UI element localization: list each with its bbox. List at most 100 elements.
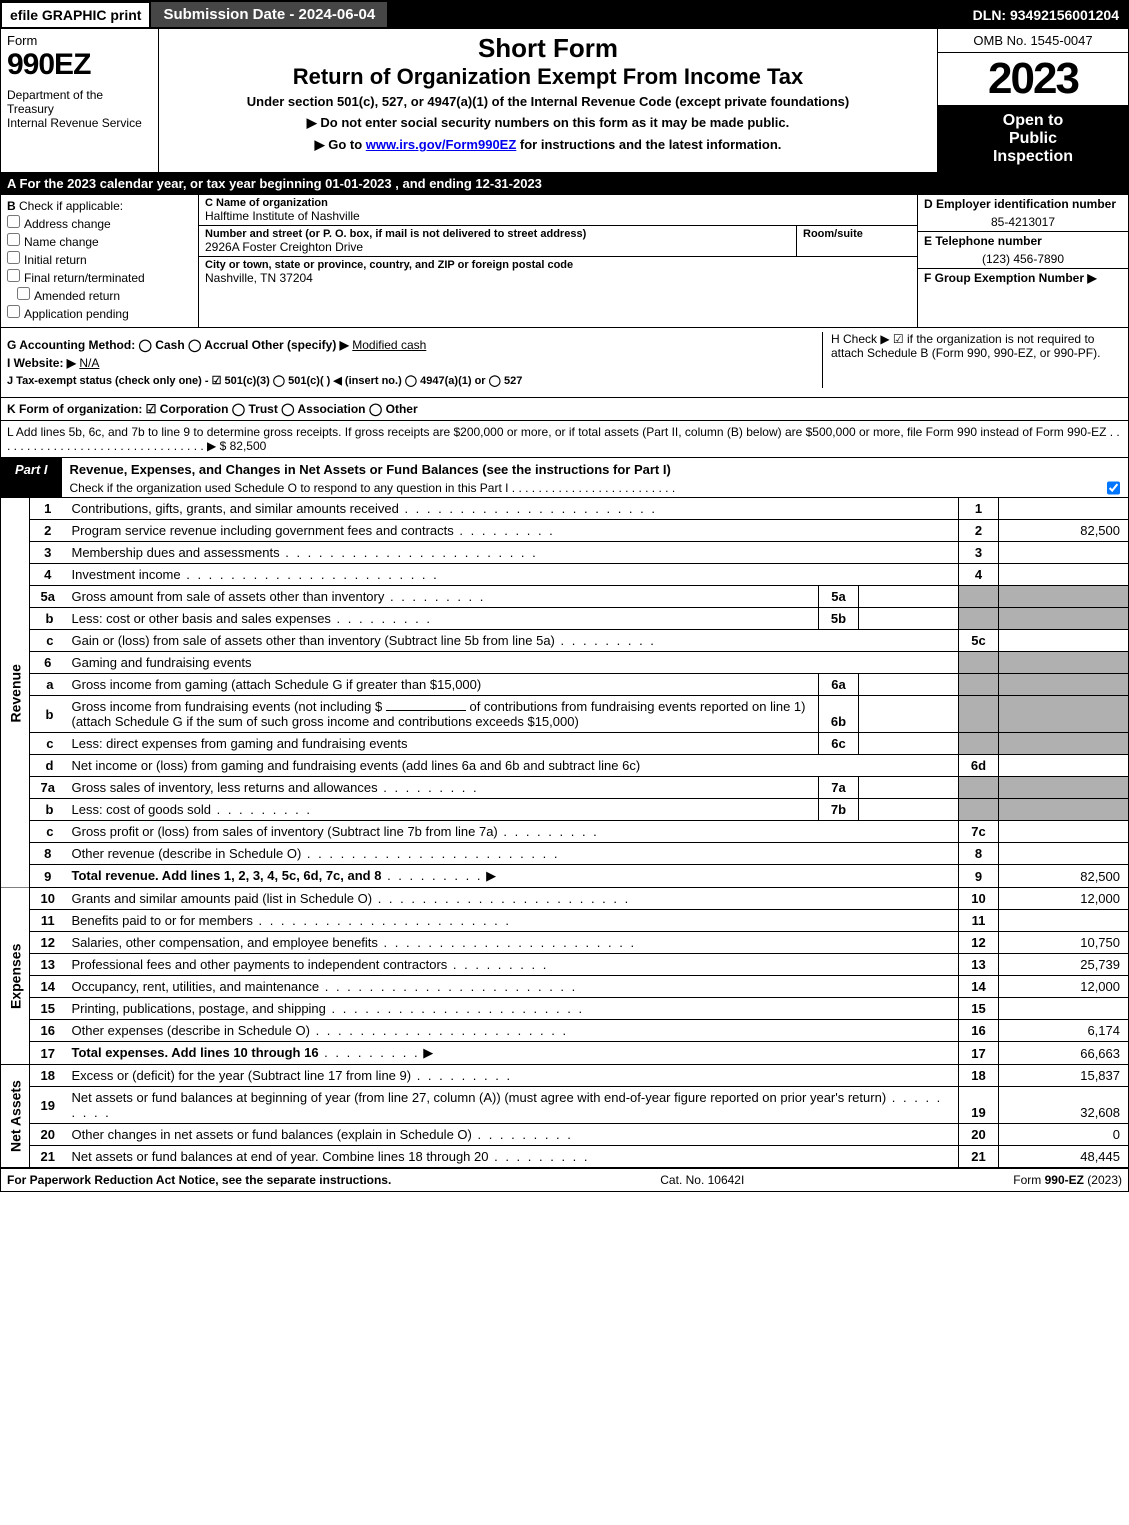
open-line3: Inspection — [942, 148, 1124, 166]
amt-4 — [999, 564, 1129, 586]
footer-center: Cat. No. 10642I — [391, 1173, 1013, 1187]
c-city-row: City or town, state or province, country… — [199, 257, 917, 287]
num-5a: 5a — [30, 586, 66, 608]
mini-lbl-7a: 7a — [819, 777, 859, 799]
chk-amended-return[interactable]: Amended return — [17, 287, 192, 303]
form-word: Form — [7, 33, 152, 48]
chk-final-return[interactable]: Final return/terminated — [7, 269, 192, 285]
num-15: 15 — [30, 998, 66, 1020]
desc-5a: Gross amount from sale of assets other t… — [66, 586, 819, 608]
ref-15: 15 — [959, 998, 999, 1020]
col-c: C Name of organization Halftime Institut… — [199, 195, 918, 327]
chk-initial-return[interactable]: Initial return — [7, 251, 192, 267]
addr-val: 2926A Foster Creighton Drive — [205, 240, 790, 254]
ref-5c: 5c — [959, 630, 999, 652]
amt-18: 15,837 — [999, 1065, 1129, 1087]
num-6c: c — [30, 733, 66, 755]
open-line1: Open to — [942, 112, 1124, 130]
chk-application-pending[interactable]: Application pending — [7, 305, 192, 321]
amt-2: 82,500 — [999, 520, 1129, 542]
row-17: 17 Total expenses. Add lines 10 through … — [1, 1042, 1129, 1065]
row-1: Revenue 1 Contributions, gifts, grants, … — [1, 498, 1129, 520]
section-ghij: G Accounting Method: ◯ Cash ◯ Accrual Ot… — [0, 328, 1129, 398]
num-18: 18 — [30, 1065, 66, 1087]
omb-number: OMB No. 1545-0047 — [938, 29, 1128, 53]
amt-6c-shaded — [999, 733, 1129, 755]
ref-14: 14 — [959, 976, 999, 998]
website-value: N/A — [79, 356, 99, 370]
num-4: 4 — [30, 564, 66, 586]
part1-header: Part I Revenue, Expenses, and Changes in… — [0, 458, 1129, 498]
mini-lbl-6c: 6c — [819, 733, 859, 755]
ref-1: 1 — [959, 498, 999, 520]
ref-9: 9 — [959, 865, 999, 888]
sidebar-netassets: Net Assets — [1, 1065, 30, 1168]
ref-6-shaded — [959, 652, 999, 674]
amt-11 — [999, 910, 1129, 932]
desc-7a: Gross sales of inventory, less returns a… — [66, 777, 819, 799]
amt-7c — [999, 821, 1129, 843]
efile-print-label[interactable]: efile GRAPHIC print — [2, 3, 151, 27]
amt-5a-shaded — [999, 586, 1129, 608]
mini-val-5b — [859, 608, 959, 630]
num-5c: c — [30, 630, 66, 652]
ref-20: 20 — [959, 1124, 999, 1146]
c-address-row: Number and street (or P. O. box, if mail… — [199, 226, 917, 257]
row-7c: c Gross profit or (loss) from sales of i… — [1, 821, 1129, 843]
desc-15: Printing, publications, postage, and shi… — [66, 998, 959, 1020]
row-6a: a Gross income from gaming (attach Sched… — [1, 674, 1129, 696]
num-20: 20 — [30, 1124, 66, 1146]
amt-15 — [999, 998, 1129, 1020]
amt-9: 82,500 — [999, 865, 1129, 888]
title-return: Return of Organization Exempt From Incom… — [167, 64, 929, 90]
row-14: 14 Occupancy, rent, utilities, and maint… — [1, 976, 1129, 998]
mini-lbl-5a: 5a — [819, 586, 859, 608]
desc-6b: Gross income from fundraising events (no… — [66, 696, 819, 733]
amt-13: 25,739 — [999, 954, 1129, 976]
mini-val-7a — [859, 777, 959, 799]
row-12: 12 Salaries, other compensation, and emp… — [1, 932, 1129, 954]
part1-schedule-o-checkbox[interactable] — [1107, 481, 1120, 495]
mini-lbl-5b: 5b — [819, 608, 859, 630]
part1-check-text: Check if the organization used Schedule … — [70, 481, 1107, 495]
desc-18: Excess or (deficit) for the year (Subtra… — [66, 1065, 959, 1087]
department-label: Department of the Treasury Internal Reve… — [7, 88, 152, 130]
footer-right: Form 990-EZ (2023) — [1013, 1173, 1122, 1187]
ref-21: 21 — [959, 1146, 999, 1168]
mini-val-6b — [859, 696, 959, 733]
ref-5a-shaded — [959, 586, 999, 608]
ref-8: 8 — [959, 843, 999, 865]
goto-pre: ▶ Go to — [315, 137, 366, 152]
amt-12: 10,750 — [999, 932, 1129, 954]
num-6a: a — [30, 674, 66, 696]
addr-label: Number and street (or P. O. box, if mail… — [205, 228, 790, 240]
desc-17: Total expenses. Add lines 10 through 16 … — [66, 1042, 959, 1065]
amt-7b-shaded — [999, 799, 1129, 821]
irs-link[interactable]: www.irs.gov/Form990EZ — [366, 137, 517, 152]
form-header: Form 990EZ Department of the Treasury In… — [0, 29, 1129, 173]
line-a: A For the 2023 calendar year, or tax yea… — [0, 173, 1129, 195]
ref-16: 16 — [959, 1020, 999, 1042]
ref-7c: 7c — [959, 821, 999, 843]
amt-5c — [999, 630, 1129, 652]
mini-lbl-6b: 6b — [819, 696, 859, 733]
chk-name-change[interactable]: Name change — [7, 233, 192, 249]
row-16: 16 Other expenses (describe in Schedule … — [1, 1020, 1129, 1042]
col-def: D Employer identification number 85-4213… — [918, 195, 1128, 327]
amt-19: 32,608 — [999, 1087, 1129, 1124]
sidebar-revenue: Revenue — [1, 498, 30, 888]
header-right-block: OMB No. 1545-0047 2023 Open to Public In… — [938, 29, 1128, 172]
mini-val-6c — [859, 733, 959, 755]
ref-5b-shaded — [959, 608, 999, 630]
desc-1: Contributions, gifts, grants, and simila… — [66, 498, 959, 520]
desc-16: Other expenses (describe in Schedule O) — [66, 1020, 959, 1042]
chk-address-change[interactable]: Address change — [7, 215, 192, 231]
title-short-form: Short Form — [167, 33, 929, 64]
d-label: D Employer identification number — [918, 195, 1128, 213]
ref-6a-shaded — [959, 674, 999, 696]
amt-17: 66,663 — [999, 1042, 1129, 1065]
page-footer: For Paperwork Reduction Act Notice, see … — [0, 1168, 1129, 1192]
footer-left: For Paperwork Reduction Act Notice, see … — [7, 1173, 391, 1187]
ref-6c-shaded — [959, 733, 999, 755]
ref-7b-shaded — [959, 799, 999, 821]
